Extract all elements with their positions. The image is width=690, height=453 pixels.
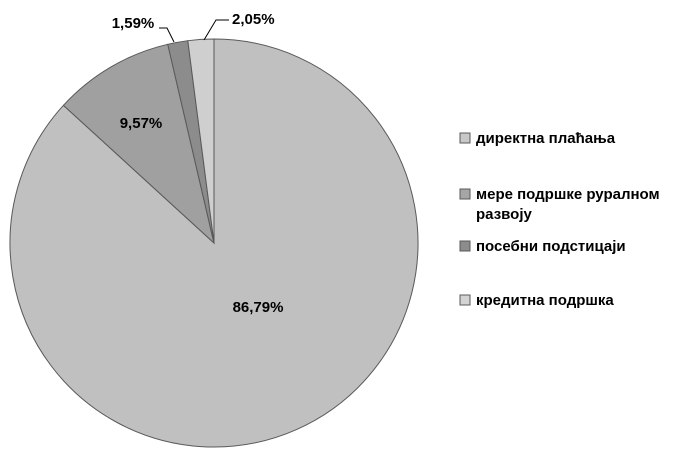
data-label-direktna-placanja: 86,79%	[233, 299, 284, 316]
leader-lines	[159, 19, 229, 43]
data-labels: 86,79% 9,57% 1,59% 2,05%	[112, 11, 284, 316]
legend-swatch-posebni-podsticaji	[459, 240, 471, 252]
leader-line-kreditna-podrska	[203, 19, 229, 41]
legend-label-mere-ruralni-razvoj-line-2: развоју	[476, 206, 532, 223]
legend: директна плаћања мере подршке руралном раз…	[459, 130, 660, 309]
legend-label-direktna-placanja: директна плаћања	[476, 130, 616, 147]
pie-slice-mere-ruralni-razvoj	[62, 43, 215, 245]
legend-label-posebni-podsticaji: посебни подстицаји	[476, 238, 626, 255]
legend-swatch-kreditna-podrska	[459, 294, 471, 306]
data-label-kreditna-podrska: 2,05%	[232, 11, 275, 28]
legend-item-posebni-podsticaji: посебни подстицаји	[459, 238, 626, 255]
legend-item-direktna-placanja: директна плаћања	[459, 130, 616, 147]
data-label-posebni-podsticaji: 1,59%	[112, 15, 155, 32]
pie-slices	[9, 38, 419, 448]
legend-swatch-mere-ruralni-razvoj	[459, 188, 471, 200]
legend-item-kreditna-podrska: кредитна подршка	[459, 292, 614, 309]
legend-label-kreditna-podrska: кредитна подршка	[476, 292, 614, 309]
data-label-mere-ruralni-razvoj: 9,57%	[120, 115, 163, 132]
legend-swatch-direktna-placanja	[459, 132, 471, 144]
legend-label-mere-ruralni-razvoj-line-1: мере подршке руралном	[476, 186, 660, 203]
leader-line-posebni-podsticaji	[159, 27, 175, 43]
pie-slice-kreditna-podrska	[187, 38, 215, 244]
legend-item-mere-ruralni-razvoj: мере подршке руралном развоју	[459, 186, 660, 223]
